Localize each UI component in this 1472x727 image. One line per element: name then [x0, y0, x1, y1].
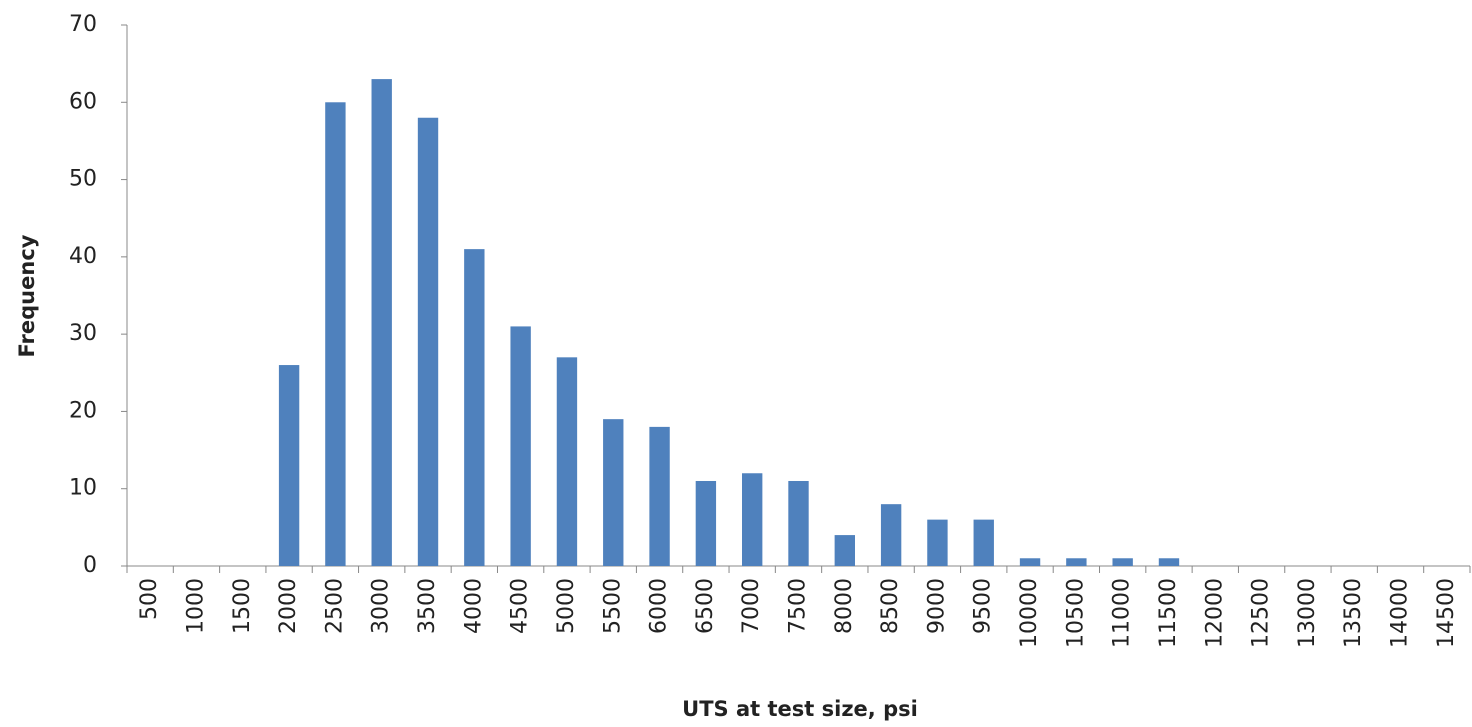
- bar: [1112, 558, 1133, 566]
- x-tick-label: 4000: [461, 578, 486, 634]
- x-tick-label: 13000: [1295, 578, 1320, 648]
- bar: [325, 102, 346, 567]
- x-tick-label: 4500: [508, 578, 533, 634]
- x-tick-label: 7000: [739, 578, 764, 634]
- y-tick-label: 30: [69, 321, 97, 346]
- x-tick-label: 8500: [878, 578, 903, 634]
- bar: [464, 249, 485, 566]
- bar: [510, 326, 531, 566]
- y-tick-label: 0: [83, 553, 97, 578]
- bar: [603, 419, 624, 566]
- x-tick-label: 14000: [1388, 578, 1413, 648]
- x-tick-label: 13500: [1341, 578, 1366, 648]
- x-tick-label: 12000: [1202, 578, 1227, 648]
- x-tick-label: 12500: [1249, 578, 1274, 648]
- bar: [927, 519, 948, 566]
- x-tick-label: 500: [137, 578, 162, 620]
- x-tick-label: 5500: [600, 578, 625, 634]
- bar: [417, 117, 439, 566]
- bar: [880, 504, 902, 566]
- x-tick-label: 2500: [322, 578, 347, 634]
- x-tick-label: 10000: [1017, 578, 1042, 648]
- x-tick-label: 10500: [1063, 578, 1088, 648]
- y-tick-label: 20: [69, 398, 97, 423]
- bar: [973, 519, 994, 566]
- x-tick-label: 6000: [647, 578, 672, 634]
- bar: [1158, 558, 1180, 566]
- bar: [742, 473, 763, 566]
- x-tick-label: 11000: [1110, 578, 1135, 648]
- bar: [788, 480, 809, 566]
- bar: [649, 426, 670, 566]
- y-tick-label: 50: [69, 167, 97, 192]
- x-tick-label: 1500: [230, 578, 255, 634]
- x-tick-label: 7500: [786, 578, 811, 634]
- x-tick-label: 9500: [971, 578, 996, 634]
- x-tick-label: 1000: [183, 578, 208, 634]
- x-tick-label: 8000: [832, 578, 857, 634]
- y-tick-label: 10: [69, 476, 97, 501]
- x-tick-label: 3500: [415, 578, 440, 634]
- y-tick-label: 70: [69, 12, 97, 37]
- x-tick-label: 11500: [1156, 578, 1181, 648]
- x-tick-label: 9000: [924, 578, 949, 634]
- y-tick-label: 40: [69, 244, 97, 269]
- x-tick-label: 2000: [276, 578, 301, 634]
- y-axis-title: Frequency: [15, 234, 39, 357]
- bar: [278, 365, 300, 566]
- x-tick-label: 5000: [554, 578, 579, 634]
- bar: [695, 480, 717, 566]
- y-tick-label: 60: [69, 89, 97, 114]
- bar: [1066, 558, 1087, 566]
- x-tick-label: 3000: [369, 578, 394, 634]
- bar: [834, 535, 855, 566]
- bar: [1019, 558, 1041, 566]
- bar: [556, 357, 578, 566]
- x-tick-label: 14500: [1434, 578, 1459, 648]
- bar: [371, 79, 392, 566]
- x-axis-title: UTS at test size, psi: [682, 697, 918, 721]
- x-tick-label: 6500: [693, 578, 718, 634]
